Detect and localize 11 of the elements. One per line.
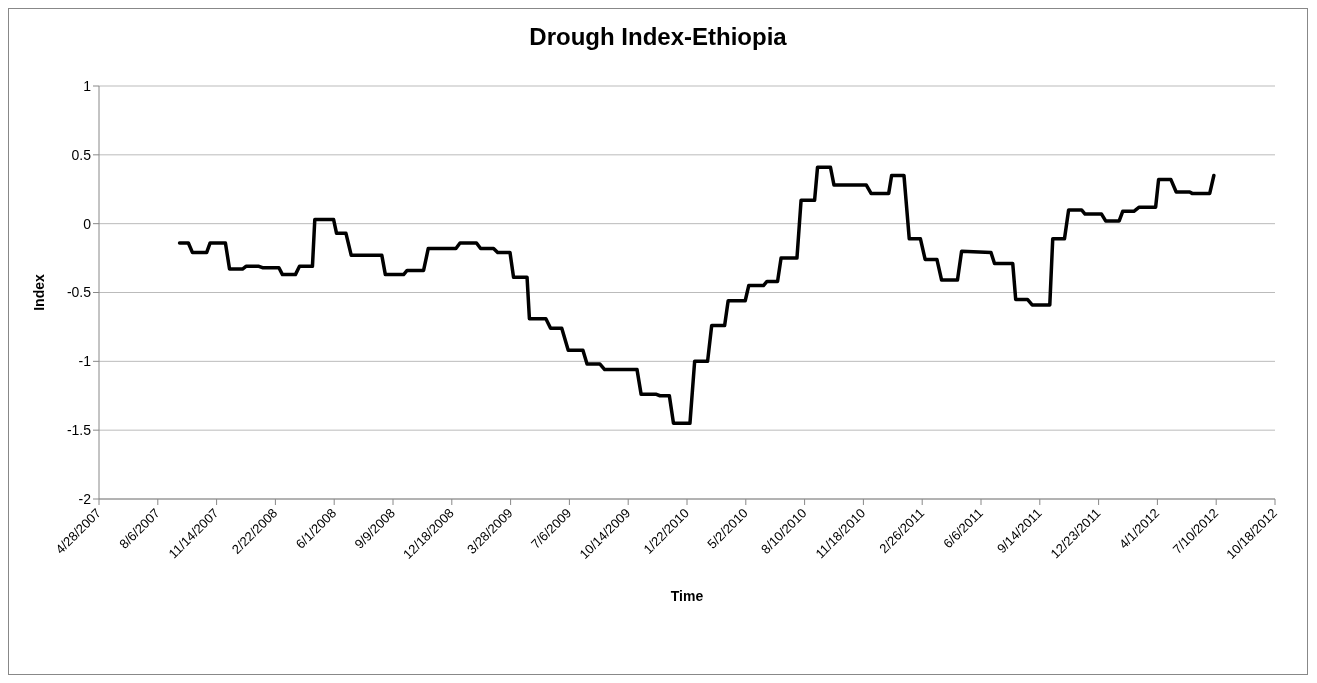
chart-title: Drough Index-Ethiopia [528,23,788,51]
y-tick-label: 0 [83,215,92,232]
y-tick-label: 1 [83,77,92,94]
y-tick-label: -1 [78,353,92,370]
y-tick-label: 0.5 [71,146,92,163]
y-axis-title: Index [30,274,47,311]
y-tick-label: -0.5 [66,284,92,301]
x-axis-title: Time [670,588,704,604]
y-tick-label: -2 [78,490,92,507]
y-tick-label: -1.5 [66,422,92,439]
line-series [177,165,1216,426]
